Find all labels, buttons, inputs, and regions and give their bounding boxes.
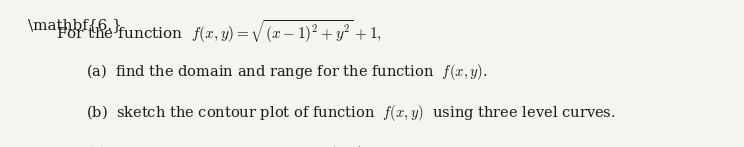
Text: (a)  find the domain and range for the function  $f(x,y)$.: (a) find the domain and range for the fu… <box>86 62 487 82</box>
Text: (b)  sketch the contour plot of function  $f(x,y)$  using three level curves.: (b) sketch the contour plot of function … <box>86 103 615 123</box>
Text: For the function  $f(x,y) = \sqrt{(x-1)^2+y^2}+1,$: For the function $f(x,y) = \sqrt{(x-1)^2… <box>56 18 382 45</box>
Text: \mathbf{6.}: \mathbf{6.} <box>28 18 122 32</box>
Text: (c)  then, sketch the surface of  $f(x,y)$.: (c) then, sketch the surface of $f(x,y)$… <box>86 144 368 147</box>
